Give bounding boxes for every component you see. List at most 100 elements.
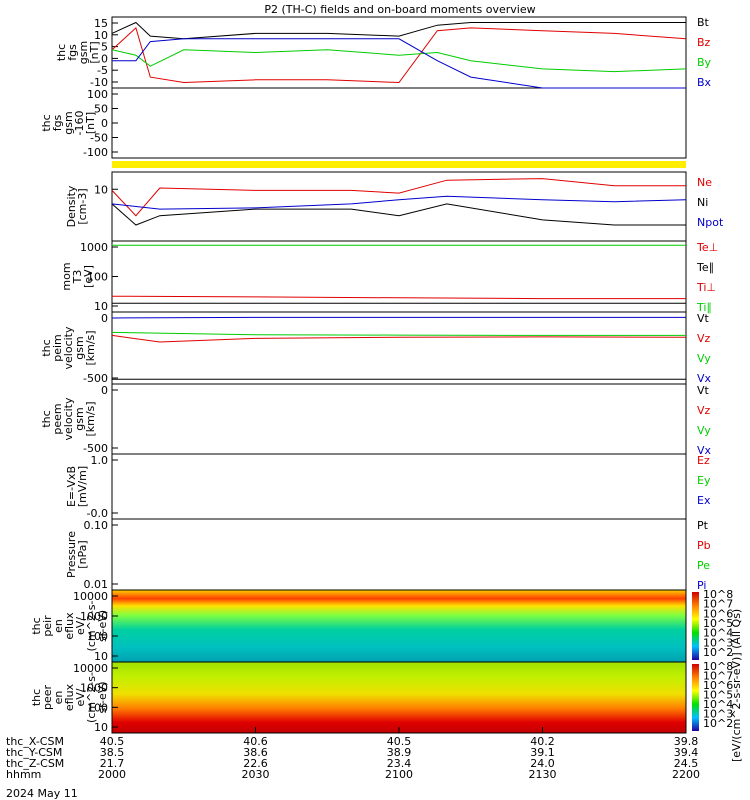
y-tick-label: 0 [101, 312, 108, 325]
panel-temp: momT3[eV] 1000 100 10 Te⊥ Te∥ Ti⊥ Ti∥ [60, 240, 718, 314]
legend-Ex: Ex [697, 494, 711, 507]
y-tick-label: 0.10 [84, 519, 109, 532]
legend-Vz: Vz [697, 332, 711, 345]
series-Ti⊥-temp [111, 295, 686, 300]
legend-Ey: Ey [697, 474, 711, 487]
y-tick-label: 10 [94, 300, 108, 313]
colorbar-tick: 10^2 [703, 717, 733, 730]
y-axis-label: Pressure[nPa] [65, 531, 89, 578]
series-Ne-density [111, 178, 686, 217]
colorbar-tick: 10^4 [703, 627, 733, 640]
spectrogram-peer [112, 662, 686, 733]
y-tick-label: -500 [83, 372, 108, 385]
y-tick-label: -5 [97, 64, 108, 77]
colorbar-tick: 10^6 [703, 607, 733, 620]
y-tick-label: 5 [101, 41, 108, 54]
x-axis-value: 38.6 [243, 746, 268, 759]
panel-peer: 10^810^710^610^510^410^310^2 thcpeerenefl… [30, 660, 733, 734]
colorbar-tick: 10^7 [703, 670, 733, 683]
panel-efield: E=-VxB[mV/m]1.0 -0.0 Ez Ey Ex [65, 453, 711, 520]
series-Bx-fgs [112, 38, 686, 89]
y-tick-label: -0.0 [87, 507, 108, 520]
colorbar-tick: 10^4 [703, 698, 733, 711]
x-axis-value: 40.5 [100, 735, 125, 748]
legend-Bx: Bx [697, 76, 712, 89]
legend-Te∥: Te∥ [696, 261, 714, 274]
y-axis-label: thcpeerenefluxeV/(cm^2-s-sr-eV) [30, 672, 109, 723]
legend-Pb: Pb [697, 539, 711, 552]
legend-Te⊥: Te⊥ [696, 241, 718, 254]
figure-title: P2 (TH-C) fields and on-board moments ov… [264, 3, 535, 16]
y-axis-label: thcpeirenefluxeV/(cm^2-s-sr-eV) [30, 601, 109, 652]
colorbar-tick: 10^7 [703, 598, 733, 611]
legend-Vz: Vz [697, 404, 711, 417]
panel-frame [111, 16, 687, 89]
legend-By: By [697, 56, 712, 69]
y-tick-label: 0 [101, 117, 108, 130]
x-axis-value: 38.9 [387, 746, 412, 759]
x-axis-value: 2130 [529, 768, 557, 781]
colorbar-tick: 10^5 [703, 617, 733, 630]
panel-frame [111, 453, 687, 520]
y-axis-label: Density[cm-3] [65, 185, 89, 227]
y-tick-label: -100 [83, 146, 108, 159]
y-tick-label: 0 [101, 384, 108, 397]
y-tick-label: 10000 [73, 662, 108, 675]
x-axis-annotation: thc_X-CSM 40.5 40.6 40.5 40.2 39.8 thc_Y-CSM 38… [6, 727, 700, 781]
y-axis-label: thcpeemvelocitygsm[km/s] [40, 397, 97, 440]
y-axis-label: E=-VxB[mV/m] [65, 466, 89, 507]
legend-Ti∥: Ti∥ [696, 301, 712, 314]
legend-Ni: Ni [697, 196, 708, 209]
y-tick-label: 10 [94, 721, 108, 734]
series-Bt-fgs [111, 21, 686, 40]
x-axis-row-label: thc_Y-CSM [6, 746, 62, 759]
x-axis-value: 23.4 [387, 757, 412, 770]
y-tick-label: 10000 [73, 590, 108, 603]
legend-Vx: Vx [697, 372, 712, 385]
panel-pressure: Pressure[nPa]0.10 0.01 Pt Pb Pe Pi [65, 518, 711, 592]
colorbar-tick: 10^8 [703, 660, 733, 673]
panel-peim: thcpeimvelocitygsm[km/s] 0 -500 Vt Vz Vy Vx [40, 311, 712, 385]
y-tick-label: 100 [87, 630, 108, 643]
x-axis-value: 2030 [242, 768, 270, 781]
legend-Vt: Vt [697, 384, 710, 397]
series-Bz-fgs [111, 26, 687, 84]
panel-density: Density[cm-3] 10 Ne Ni Npot [65, 171, 724, 242]
panels: thcfgsgsm[nT]151050-5-10BtBzByBxthcfgsgs… [30, 16, 733, 734]
panel-frame [111, 311, 687, 385]
panel-peem: thcpeemvelocitygsm[km/s] 0 -500 Vt Vz Vy Vx [40, 383, 712, 457]
y-tick-label: 1.0 [91, 454, 109, 467]
panel-frame [111, 383, 687, 455]
panel-frame [111, 171, 687, 242]
y-tick-label: 1000 [80, 610, 108, 623]
quality-bar [112, 161, 686, 168]
x-axis-row-label: thc_Z-CSM [6, 757, 64, 770]
x-axis-value: 39.1 [530, 746, 555, 759]
panel-frame [111, 240, 687, 313]
spectrogram-peir [112, 590, 686, 662]
y-axis-label: thcpeimvelocitygsm[km/s] [40, 326, 97, 369]
panel-frame [111, 87, 687, 159]
legend-Pt: Pt [697, 519, 709, 532]
panel-peir: 10^810^710^610^510^410^310^2 thcpeirenefl… [30, 588, 733, 663]
y-tick-label: 100 [87, 88, 108, 101]
y-tick-label: 0 [101, 52, 108, 65]
y-tick-label: 100 [87, 701, 108, 714]
series-Vy-peim [111, 331, 686, 336]
legend-Ti⊥: Ti⊥ [696, 281, 716, 294]
y-tick-label: 100 [87, 271, 108, 284]
legend-Vx: Vx [697, 444, 712, 457]
panel-frame [111, 518, 687, 591]
legend-Vy: Vy [697, 424, 711, 437]
x-axis-value: 21.7 [100, 757, 125, 770]
x-axis-value: 40.5 [387, 735, 412, 748]
y-tick-label: -10 [90, 76, 108, 89]
colorbar-tick: 10^3 [703, 708, 733, 721]
y-tick-label: 10 [94, 183, 108, 196]
y-tick-label: 10 [94, 29, 108, 42]
series-Vz-peim [111, 334, 687, 343]
colorbar-tick: 10^3 [703, 636, 733, 649]
x-axis-value: 2200 [672, 768, 700, 781]
colorbar-label: [eV/(cm^2-s-sr-eV)] (All Qs) [730, 609, 743, 762]
y-tick-label: -500 [83, 442, 108, 455]
